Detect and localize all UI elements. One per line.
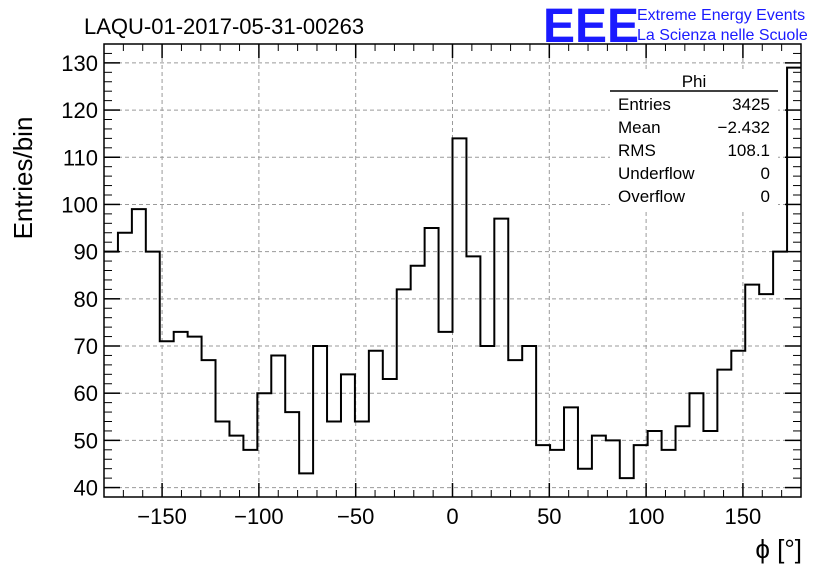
x-tick-label: 50 bbox=[537, 504, 561, 529]
x-tick-label: −50 bbox=[337, 504, 374, 529]
stats-row-label: Mean bbox=[618, 118, 661, 137]
y-tick-label: 60 bbox=[74, 381, 98, 406]
histogram-line bbox=[104, 66, 801, 480]
eee-logo: EEE Extreme Energy Events La Scienza nel… bbox=[543, 0, 808, 53]
x-tick-label: −150 bbox=[137, 504, 187, 529]
x-tick-label: 100 bbox=[628, 504, 665, 529]
y-axis-label: Entries/bin bbox=[8, 117, 38, 240]
stats-title: Phi bbox=[682, 72, 707, 91]
chart-title: LAQU-01-2017-05-31-00263 bbox=[84, 14, 364, 39]
y-tick-label: 40 bbox=[74, 476, 98, 501]
y-tick-label: 100 bbox=[61, 192, 98, 217]
x-axis-label: ϕ [°] bbox=[755, 534, 802, 564]
stats-row-value: 0 bbox=[761, 164, 770, 183]
y-tick-label: 50 bbox=[74, 428, 98, 453]
x-tick-label: −100 bbox=[234, 504, 284, 529]
stats-row-label: Entries bbox=[618, 95, 671, 114]
y-tick-label: 110 bbox=[63, 145, 98, 170]
stats-row-label: Underflow bbox=[618, 164, 695, 183]
y-tick-label: 70 bbox=[74, 334, 98, 359]
x-tick-label: 150 bbox=[725, 504, 762, 529]
stats-box: Phi Entries 3425 Mean −2.432 RMS 108.1 Underfl… bbox=[610, 70, 778, 210]
stats-row-label: RMS bbox=[618, 141, 656, 160]
logo-mark: EEE bbox=[543, 0, 639, 53]
y-tick-label: 80 bbox=[74, 287, 98, 312]
y-tick-label: 90 bbox=[74, 240, 98, 265]
stats-row-value: 108.1 bbox=[727, 141, 770, 160]
stats-row-value: 0 bbox=[761, 187, 770, 206]
stats-row-value: 3425 bbox=[732, 95, 770, 114]
y-tick-label: 120 bbox=[61, 98, 98, 123]
stats-row-label: Overflow bbox=[618, 187, 686, 206]
logo-line-1: Extreme Energy Events bbox=[637, 7, 805, 24]
logo-line-2: La Scienza nelle Scuole bbox=[637, 27, 808, 44]
axis-ticks: −150 −100 −50 0 50 100 150 40 50 60 70 80 90 100 110 12… bbox=[61, 43, 802, 529]
y-tick-label: 130 bbox=[61, 51, 98, 76]
x-tick-label: 0 bbox=[446, 504, 458, 529]
stats-row-value: −2.432 bbox=[718, 118, 770, 137]
